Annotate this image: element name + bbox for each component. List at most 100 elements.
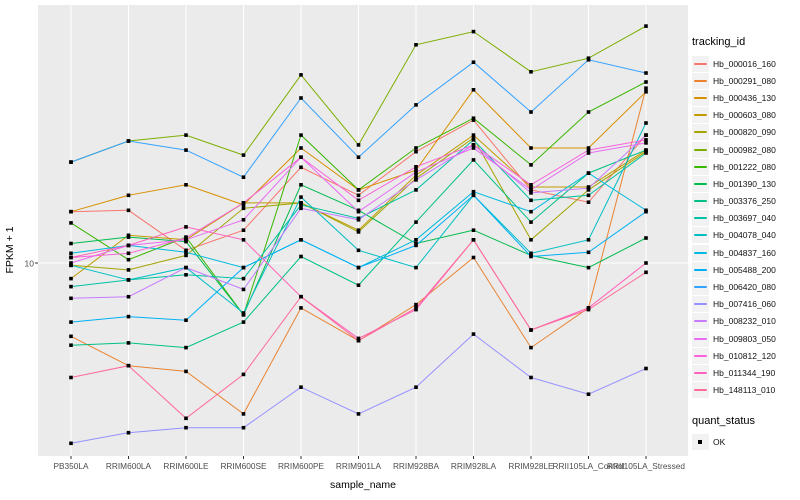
data-point — [184, 345, 188, 350]
legend-line-swatch — [694, 251, 707, 254]
data-point — [299, 203, 303, 207]
data-point — [471, 143, 476, 147]
data-point — [241, 287, 246, 292]
legend-label: Hb_006420_080 — [713, 282, 776, 293]
data-point — [414, 173, 418, 177]
data-point — [299, 195, 303, 199]
legend-line-swatch — [694, 62, 707, 65]
data-point — [184, 273, 188, 277]
data-point — [644, 80, 648, 84]
data-point — [69, 261, 73, 265]
data-point — [69, 263, 73, 268]
legend-key — [692, 175, 709, 192]
legend-label: Hb_000603_080 — [713, 110, 776, 121]
legend-line-swatch — [694, 217, 707, 220]
quant-ok-key — [692, 434, 709, 451]
legend-entry-Hb_007416_060: Hb_007416_060 — [692, 296, 798, 313]
data-point — [414, 243, 418, 248]
data-point — [586, 193, 591, 198]
legend-label: Hb_010812_120 — [713, 350, 776, 361]
data-point — [299, 183, 303, 187]
legend-line-swatch — [694, 303, 707, 306]
data-point — [299, 133, 303, 137]
data-point — [586, 307, 591, 312]
data-point — [471, 238, 476, 242]
legend-entry-Hb_006420_080: Hb_006420_080 — [692, 278, 798, 296]
legend-key — [692, 55, 709, 72]
data-point — [414, 302, 418, 307]
data-point — [471, 255, 476, 260]
data-point — [586, 250, 591, 255]
data-point — [644, 148, 648, 152]
legend-label: Hb_000291_080 — [713, 75, 776, 86]
data-point — [586, 110, 591, 114]
legend-line-swatch — [694, 389, 707, 392]
data-point — [414, 265, 418, 270]
data-point — [529, 183, 533, 187]
legend-label: Hb_148113_010 — [713, 385, 776, 396]
data-point — [586, 200, 591, 204]
data-point — [414, 188, 418, 192]
data-point — [529, 110, 533, 114]
data-point — [241, 412, 246, 416]
legend-key — [692, 347, 709, 364]
data-point — [69, 334, 73, 339]
x-tick-label: RRIM928LE — [508, 461, 554, 471]
data-point — [471, 189, 476, 194]
data-point — [529, 185, 533, 189]
data-point — [184, 318, 188, 322]
data-point — [356, 155, 361, 159]
legend-label: Hb_005488_200 — [713, 264, 776, 275]
data-point — [69, 343, 73, 347]
data-point — [299, 206, 303, 211]
data-point — [414, 241, 418, 246]
data-point — [184, 265, 188, 270]
legend-key — [692, 313, 709, 330]
data-point — [356, 230, 361, 234]
legend-entry-Hb_000436_130: Hb_000436_130 — [692, 89, 798, 106]
legend-entry-Hb_010812_120: Hb_010812_120 — [692, 347, 798, 364]
legend-key — [692, 261, 709, 278]
data-point — [471, 116, 476, 120]
data-point — [299, 73, 303, 77]
legend-entry-Hb_000982_080: Hb_000982_080 — [692, 141, 798, 158]
data-point — [299, 254, 303, 259]
data-point — [299, 155, 303, 159]
legend-entry-Hb_011344_190: Hb_011344_190 — [692, 364, 798, 381]
data-point — [356, 336, 361, 341]
data-point — [126, 208, 131, 213]
legend-key — [692, 193, 709, 210]
legend-label: Hb_001222_080 — [713, 161, 776, 172]
data-point — [644, 236, 648, 240]
legend-line-swatch — [694, 79, 707, 82]
data-point — [126, 314, 131, 319]
x-tick-label: RRIM600LE — [163, 461, 209, 471]
quant-ok-label: OK — [713, 437, 726, 448]
legend-key — [692, 158, 709, 175]
legend-key — [692, 296, 709, 313]
data-point — [184, 148, 188, 152]
data-point — [69, 284, 73, 289]
data-point — [299, 385, 303, 389]
data-point — [471, 60, 476, 64]
legend-entry-Hb_008232_010: Hb_008232_010 — [692, 313, 798, 330]
data-point — [69, 255, 73, 260]
legend-key — [692, 141, 709, 158]
data-point — [299, 294, 303, 299]
data-point — [414, 146, 418, 150]
data-point — [586, 238, 591, 242]
data-point — [586, 151, 591, 155]
data-point — [529, 191, 533, 195]
legend-title-tracking-id: tracking_id — [692, 36, 746, 48]
data-point — [241, 206, 246, 211]
legend-key — [692, 210, 709, 227]
data-point — [356, 143, 361, 147]
data-point — [126, 294, 131, 299]
legend-entry-Hb_000291_080: Hb_000291_080 — [692, 72, 798, 89]
data-point — [184, 369, 188, 374]
legend-entry-Hb_004078_040: Hb_004078_040 — [692, 227, 798, 244]
data-point — [529, 146, 533, 150]
data-point — [69, 160, 73, 164]
